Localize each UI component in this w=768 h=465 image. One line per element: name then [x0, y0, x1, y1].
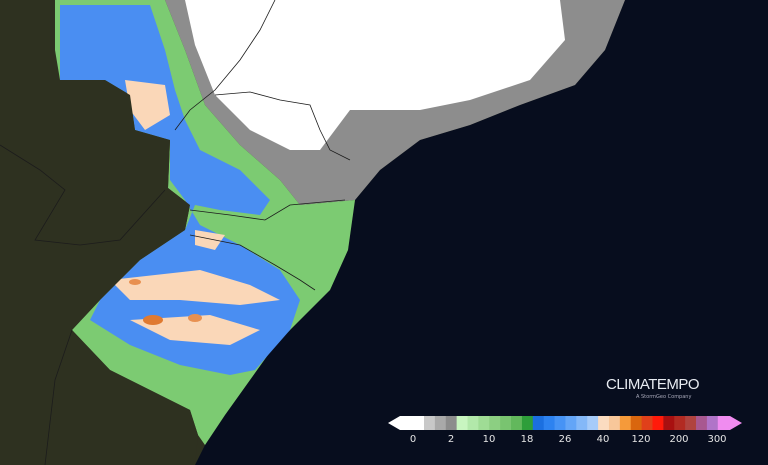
legend-swatch: [565, 416, 577, 430]
legend-label: 0: [409, 434, 417, 445]
precipitation-legend-bar: [388, 416, 742, 430]
no-rain-white: [185, 0, 565, 150]
legend-swatch: [663, 416, 675, 430]
legend-swatch: [696, 416, 708, 430]
legend-swatch: [489, 416, 501, 430]
legend-label: 200: [669, 434, 689, 445]
legend-swatch: [445, 416, 458, 430]
legend-swatch: [685, 416, 697, 430]
state-borders: [0, 0, 351, 465]
legend-swatch: [467, 416, 479, 430]
legend-swatch: [554, 416, 566, 430]
rain-peach-patch: [195, 230, 225, 250]
legend-swatch: [619, 416, 632, 430]
rain-orange-spot: [188, 314, 202, 322]
legend-swatch: [576, 416, 588, 430]
legend-swatch: [630, 416, 643, 430]
legend-label: 26: [558, 434, 572, 445]
logo-subtitle: A StormGeo Company: [636, 394, 692, 400]
rain-peach-patch: [125, 80, 170, 130]
legend-swatch: [543, 416, 556, 430]
legend-swatch: [511, 416, 523, 430]
legend-swatch: [608, 416, 621, 430]
legend-label: 18: [520, 434, 534, 445]
legend-swatch: [521, 416, 534, 430]
legend-labels: 0 2 10 18 26 40 120 200 300: [0, 434, 768, 448]
legend-label: 10: [482, 434, 496, 445]
logo-brand: CLIMATEMPO: [606, 376, 700, 393]
legend-swatch: [598, 416, 610, 430]
legend-label: 2: [447, 434, 455, 445]
legend-swatch: [706, 416, 719, 430]
legend-swatch: [532, 416, 545, 430]
legend-label: 120: [631, 434, 651, 445]
legend-swatch: [641, 416, 653, 430]
rain-orange-spot: [143, 315, 163, 325]
legend-swatch: [424, 416, 436, 430]
rain-peach-patch: [130, 315, 260, 345]
legend-label: 300: [707, 434, 727, 445]
climatempo-logo: CLIMATEMPO A StormGeo Company: [606, 376, 700, 400]
legend-swatch: [674, 416, 686, 430]
rain-peach-patch: [110, 270, 280, 305]
legend-swatch: [478, 416, 490, 430]
legend-swatch: [388, 416, 424, 430]
rain-orange-spot: [129, 279, 141, 285]
legend-swatch: [456, 416, 469, 430]
legend-swatch: [652, 416, 664, 430]
legend-swatch: [500, 416, 512, 430]
legend-label: 40: [596, 434, 610, 445]
legend-swatch: [587, 416, 599, 430]
land-wedge: [0, 0, 198, 465]
legend-swatch: [434, 416, 447, 430]
legend-swatch: [717, 416, 742, 430]
